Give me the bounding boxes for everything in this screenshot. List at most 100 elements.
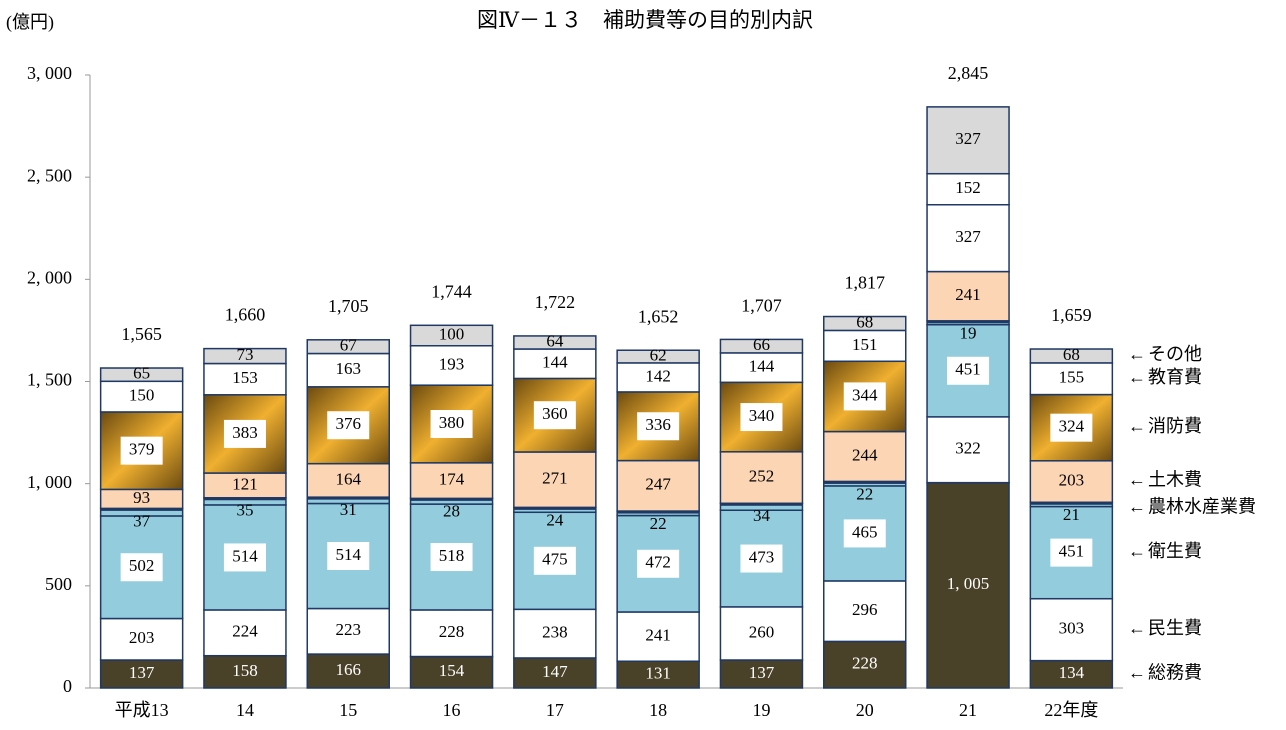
bar-segment — [1029, 597, 1114, 662]
data-label: 502 — [129, 556, 155, 575]
bar-segment — [719, 451, 804, 505]
data-label: 150 — [129, 386, 155, 405]
total-label: 1,659 — [1051, 305, 1092, 325]
data-label: 22 — [856, 484, 873, 503]
legend-label: 土木費 — [1148, 470, 1202, 490]
bar-segment — [203, 362, 287, 396]
data-label: 514 — [336, 545, 362, 564]
data-label: 100 — [439, 324, 465, 343]
data-label: 238 — [542, 623, 568, 642]
x-tick-label: 14 — [236, 700, 254, 720]
data-label: 137 — [749, 663, 775, 682]
x-tick-label: 19 — [752, 700, 770, 720]
bar-segment — [1029, 348, 1114, 364]
data-label: 241 — [645, 626, 671, 645]
data-label: 327 — [955, 129, 981, 148]
data-label: 93 — [133, 488, 150, 507]
data-label: 34 — [753, 506, 771, 525]
label-bg — [637, 549, 680, 578]
y-tick-label: 2, 500 — [27, 165, 72, 185]
bar-segment — [616, 349, 700, 364]
data-label: 31 — [340, 500, 357, 519]
data-label: 327 — [955, 227, 981, 246]
bar-segment — [306, 653, 390, 689]
label-bg — [843, 519, 886, 548]
data-label: 142 — [645, 366, 671, 385]
label-bg — [947, 356, 990, 385]
bar-segment — [1029, 460, 1114, 504]
data-label: 228 — [852, 654, 878, 673]
legend-arrow: ← — [1128, 662, 1146, 682]
data-label: 158 — [232, 661, 258, 680]
y-tick-label: 0 — [63, 676, 72, 696]
total-label: 1,660 — [225, 305, 266, 325]
label-bg — [533, 401, 576, 430]
data-label: 163 — [336, 359, 362, 378]
x-tick-label: 20 — [856, 700, 874, 720]
bar-segment — [616, 660, 700, 689]
data-label: 518 — [439, 546, 465, 565]
bar-segment — [99, 367, 184, 383]
bar-segment — [926, 172, 1010, 206]
bar-segment — [823, 640, 907, 689]
bar-segment — [203, 609, 287, 657]
y-tick-label: 2, 000 — [27, 267, 72, 287]
data-label: 224 — [232, 622, 258, 641]
data-label: 153 — [232, 368, 258, 387]
data-label: 21 — [1063, 505, 1080, 524]
data-label: 73 — [236, 345, 253, 364]
bar-segment — [513, 335, 597, 350]
legend-arrow: ← — [1128, 496, 1146, 516]
data-label: 336 — [645, 415, 671, 434]
bar-segment — [409, 344, 494, 386]
data-label: 344 — [852, 385, 878, 404]
legend-label: 総務費 — [1148, 662, 1202, 682]
bar-segment — [926, 416, 1010, 484]
label-bg — [1050, 413, 1093, 442]
data-label: 147 — [542, 662, 568, 681]
bar-segment — [513, 657, 597, 689]
data-label: 247 — [645, 475, 671, 494]
data-label: 475 — [542, 550, 568, 569]
legend-arrow: ← — [1128, 541, 1146, 561]
bar-segment — [306, 462, 390, 498]
data-label: 223 — [336, 620, 362, 639]
data-label: 144 — [749, 357, 775, 376]
data-label: 144 — [542, 353, 568, 372]
bar-segment — [719, 352, 804, 384]
bar-segment — [823, 329, 907, 363]
bar-segment — [926, 106, 1010, 175]
data-label: 244 — [852, 445, 878, 464]
data-label: 164 — [336, 469, 362, 488]
x-tick-label: 18 — [649, 700, 667, 720]
legend-arrow: ← — [1128, 344, 1146, 364]
x-tick-label: 21 — [959, 700, 977, 720]
data-label: 472 — [645, 553, 671, 572]
label-bg — [533, 546, 576, 575]
data-label: 473 — [749, 547, 775, 566]
y-tick-label: 1, 500 — [27, 370, 72, 390]
data-label: 28 — [443, 501, 460, 520]
bar-segment — [926, 204, 1010, 273]
label-bg — [1050, 538, 1093, 567]
data-label: 383 — [232, 423, 258, 442]
total-label: 1,652 — [638, 306, 679, 326]
y-tick-label: 1, 000 — [27, 472, 72, 492]
y-tick-label: 3, 000 — [27, 63, 72, 83]
label-bg — [740, 544, 783, 573]
legend-label: その他 — [1148, 344, 1202, 364]
data-label: 152 — [955, 178, 981, 197]
legend-label: 消防費 — [1148, 416, 1202, 436]
data-label: 64 — [546, 331, 564, 350]
legend-arrow: ← — [1128, 618, 1146, 638]
label-bg — [223, 543, 266, 572]
legend-arrow: ← — [1128, 416, 1146, 436]
label-bg — [430, 410, 473, 439]
legend-label: 民生費 — [1148, 618, 1202, 638]
bar-segment — [616, 362, 700, 393]
bar-segment — [513, 608, 597, 659]
bar-segment — [616, 459, 700, 512]
bar-segment — [719, 606, 804, 661]
bar-segment — [823, 580, 907, 643]
